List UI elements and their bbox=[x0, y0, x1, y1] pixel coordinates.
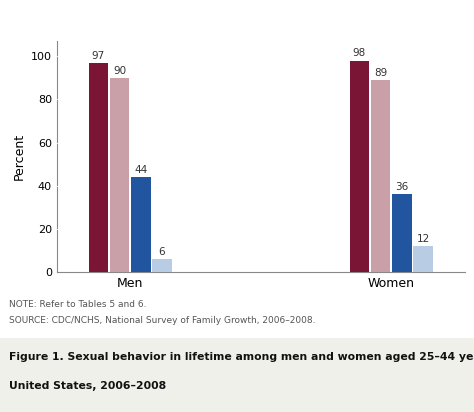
Text: Figure 1. Sexual behavior in lifetime among men and women aged 25–44 years:: Figure 1. Sexual behavior in lifetime am… bbox=[9, 353, 474, 363]
Bar bbox=[152, 259, 172, 272]
Text: 36: 36 bbox=[395, 182, 409, 192]
Bar bbox=[131, 177, 151, 272]
Bar bbox=[110, 78, 129, 272]
Text: 98: 98 bbox=[353, 49, 366, 59]
Text: SOURCE: CDC/NCHS, National Survey of Family Growth, 2006–2008.: SOURCE: CDC/NCHS, National Survey of Fam… bbox=[9, 316, 316, 325]
Text: 90: 90 bbox=[113, 66, 126, 76]
Bar bbox=[392, 194, 411, 272]
Text: 97: 97 bbox=[92, 51, 105, 61]
Text: NOTE: Refer to Tables 5 and 6.: NOTE: Refer to Tables 5 and 6. bbox=[9, 300, 147, 309]
Text: 12: 12 bbox=[416, 234, 429, 244]
Text: United States, 2006–2008: United States, 2006–2008 bbox=[9, 382, 166, 391]
Bar bbox=[371, 80, 390, 272]
Text: 6: 6 bbox=[159, 247, 165, 257]
Text: 44: 44 bbox=[134, 165, 147, 175]
Bar bbox=[89, 63, 108, 272]
Text: 89: 89 bbox=[374, 68, 387, 78]
Bar bbox=[413, 246, 433, 272]
Bar bbox=[349, 61, 369, 272]
Y-axis label: Percent: Percent bbox=[12, 133, 26, 180]
